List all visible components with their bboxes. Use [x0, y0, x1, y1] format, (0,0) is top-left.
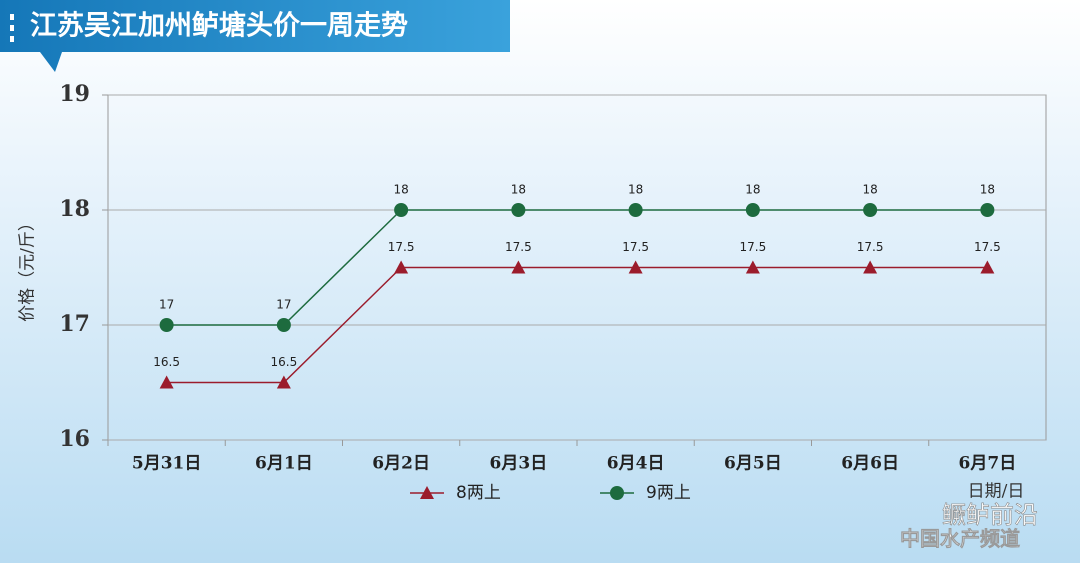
- data-label: 16.5: [153, 355, 180, 369]
- x-tick-label: 6月7日: [959, 454, 1017, 474]
- data-label: 18: [511, 183, 526, 197]
- x-tick-label: 6月2日: [372, 454, 430, 474]
- data-point: [511, 203, 526, 217]
- data-label: 17.5: [857, 240, 884, 254]
- chart-title: 江苏吴江加州鲈塘头价一周走势: [30, 10, 408, 42]
- data-point: [628, 203, 643, 217]
- data-point: [511, 260, 526, 274]
- series-line: [166, 266, 988, 384]
- data-label: 17: [276, 298, 291, 312]
- data-point: [745, 203, 760, 217]
- banner-dot: [10, 14, 14, 20]
- data-label: 16.5: [271, 355, 298, 369]
- data-point: [159, 318, 174, 332]
- x-tick-label: 6月3日: [490, 454, 548, 474]
- data-point: [980, 203, 995, 217]
- legend-marker: [610, 486, 624, 500]
- data-label: 18: [628, 183, 643, 197]
- banner-dot: [10, 25, 14, 31]
- data-point: [863, 260, 878, 274]
- x-tick-label: 6月1日: [255, 454, 313, 474]
- legend-label: 8两上: [456, 483, 501, 503]
- data-point: [394, 260, 409, 274]
- data-label: 17.5: [740, 240, 767, 254]
- data-label: 18: [862, 183, 877, 197]
- data-point: [980, 260, 995, 274]
- data-point: [745, 260, 760, 274]
- watermark: 中国水产频道: [900, 527, 1020, 551]
- data-label: 17.5: [388, 240, 415, 254]
- legend-marker: [420, 486, 434, 499]
- y-tick-label: 18: [59, 196, 90, 222]
- y-tick-label: 17: [59, 311, 90, 337]
- banner-dot: [10, 36, 14, 42]
- x-tick-label: 6月5日: [724, 454, 782, 474]
- x-tick-label: 6月4日: [607, 454, 665, 474]
- data-label: 17: [159, 298, 174, 312]
- series-line: [166, 209, 988, 326]
- data-label: 18: [980, 183, 995, 197]
- x-axis-label: 日期/日: [968, 482, 1025, 502]
- data-label: 18: [745, 183, 760, 197]
- data-label: 17.5: [622, 240, 649, 254]
- watermark: 鳜鲈前沿: [942, 501, 1038, 529]
- data-point: [394, 203, 409, 217]
- x-tick-label: 6月6日: [841, 454, 899, 474]
- data-point: [628, 260, 643, 274]
- data-point: [159, 375, 174, 389]
- y-tick-label: 19: [59, 81, 90, 107]
- y-tick-label: 16: [59, 426, 90, 452]
- title-banner: [0, 0, 510, 72]
- data-label: 17.5: [505, 240, 532, 254]
- data-point: [276, 375, 291, 389]
- data-label: 17.5: [974, 240, 1001, 254]
- y-axis-label: 价格（元/斤）: [18, 214, 38, 322]
- data-point: [276, 318, 291, 332]
- data-label: 18: [393, 183, 408, 197]
- data-point: [863, 203, 878, 217]
- legend-label: 9两上: [646, 483, 691, 503]
- x-tick-label: 5月31日: [132, 454, 202, 474]
